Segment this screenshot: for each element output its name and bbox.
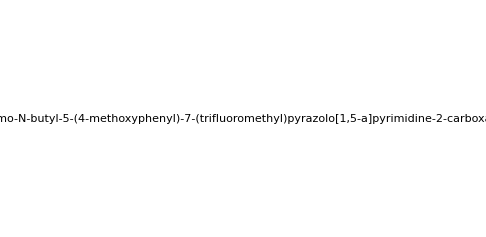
Text: 3-bromo-N-butyl-5-(4-methoxyphenyl)-7-(trifluoromethyl)pyrazolo[1,5-a]pyrimidine: 3-bromo-N-butyl-5-(4-methoxyphenyl)-7-(t… [0,114,486,123]
